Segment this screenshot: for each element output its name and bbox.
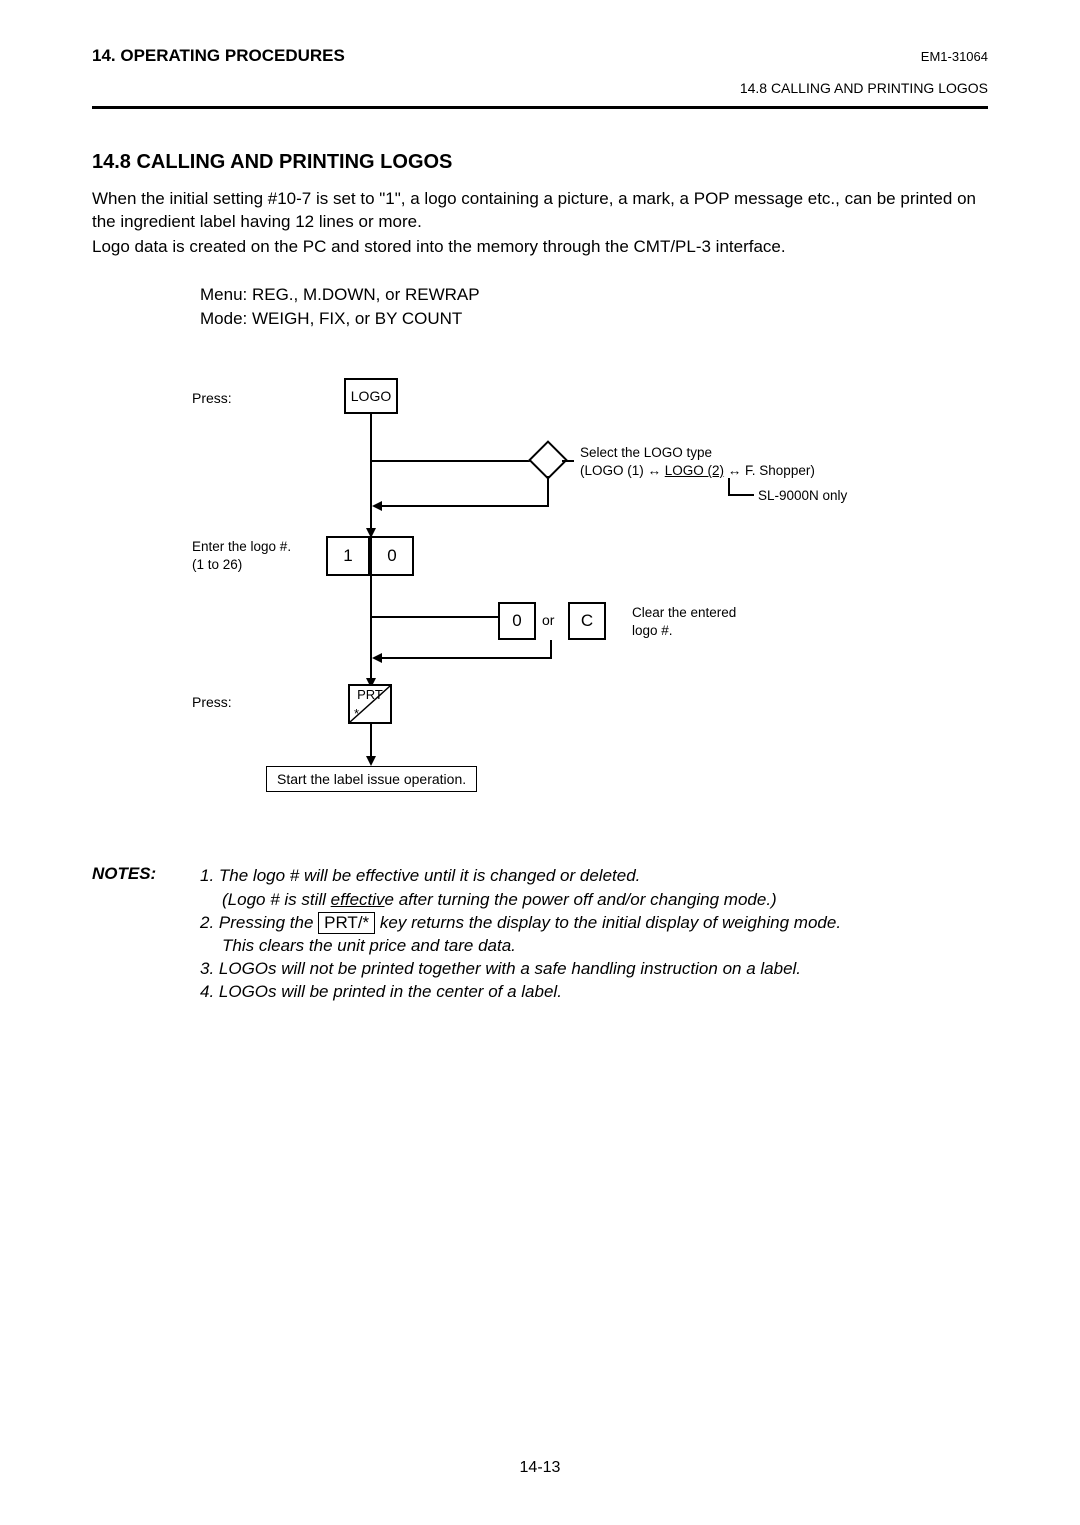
flow-diagram: Press: LOGO Select the LOGO type (LOGO (…: [92, 350, 988, 820]
enter-logo-label: Enter the logo #. (1 to 26): [192, 538, 291, 573]
sl9000-note: SL-9000N only: [758, 487, 847, 505]
key-0-second: 0: [498, 602, 536, 640]
clear-logo-text: Clear the entered logo #.: [632, 604, 736, 639]
press-label-1: Press:: [192, 390, 232, 406]
notes-section: NOTES: 1. The logo # will be effective u…: [92, 864, 988, 1003]
menu-line: Menu: REG., M.DOWN, or REWRAP: [200, 283, 988, 307]
notes-label: NOTES:: [92, 864, 200, 1003]
section-title: 14.8 CALLING AND PRINTING LOGOS: [92, 151, 988, 174]
note-2: 2. Pressing the PRT/* key returns the di…: [200, 911, 841, 934]
mode-line: Mode: WEIGH, FIX, or BY COUNT: [200, 307, 988, 331]
logo-key: LOGO: [344, 378, 398, 414]
key-0-first: 0: [370, 536, 414, 576]
note-1: 1. The logo # will be effective until it…: [200, 864, 841, 887]
or-text: or: [542, 612, 554, 628]
doc-number: EM1-31064: [921, 49, 988, 64]
section-subhead: 14.8 CALLING AND PRINTING LOGOS: [92, 80, 988, 96]
intro-paragraph-2: Logo data is created on the PC and store…: [92, 236, 988, 259]
header-rule: [92, 106, 988, 109]
note-2b: This clears the unit price and tare data…: [200, 934, 841, 957]
note-3: 3. LOGOs will not be printed together wi…: [200, 957, 841, 980]
press-label-2: Press:: [192, 694, 232, 710]
intro-paragraph-1: When the initial setting #10-7 is set to…: [92, 188, 988, 234]
key-c: C: [568, 602, 606, 640]
note-4: 4. LOGOs will be printed in the center o…: [200, 980, 841, 1003]
page-number: 14-13: [0, 1459, 1080, 1477]
prt-key-inline: PRT/*: [318, 912, 375, 934]
start-label-box: Start the label issue operation.: [266, 766, 477, 792]
prt-star: *: [354, 706, 359, 721]
note-1b: (Logo # is still effective after turning…: [200, 888, 841, 911]
chapter-heading: 14. OPERATING PROCEDURES: [92, 46, 345, 66]
select-logo-type-text: Select the LOGO type (LOGO (1) ↔ LOGO (2…: [580, 444, 815, 479]
key-1: 1: [326, 536, 370, 576]
menu-mode-block: Menu: REG., M.DOWN, or REWRAP Mode: WEIG…: [200, 283, 988, 331]
